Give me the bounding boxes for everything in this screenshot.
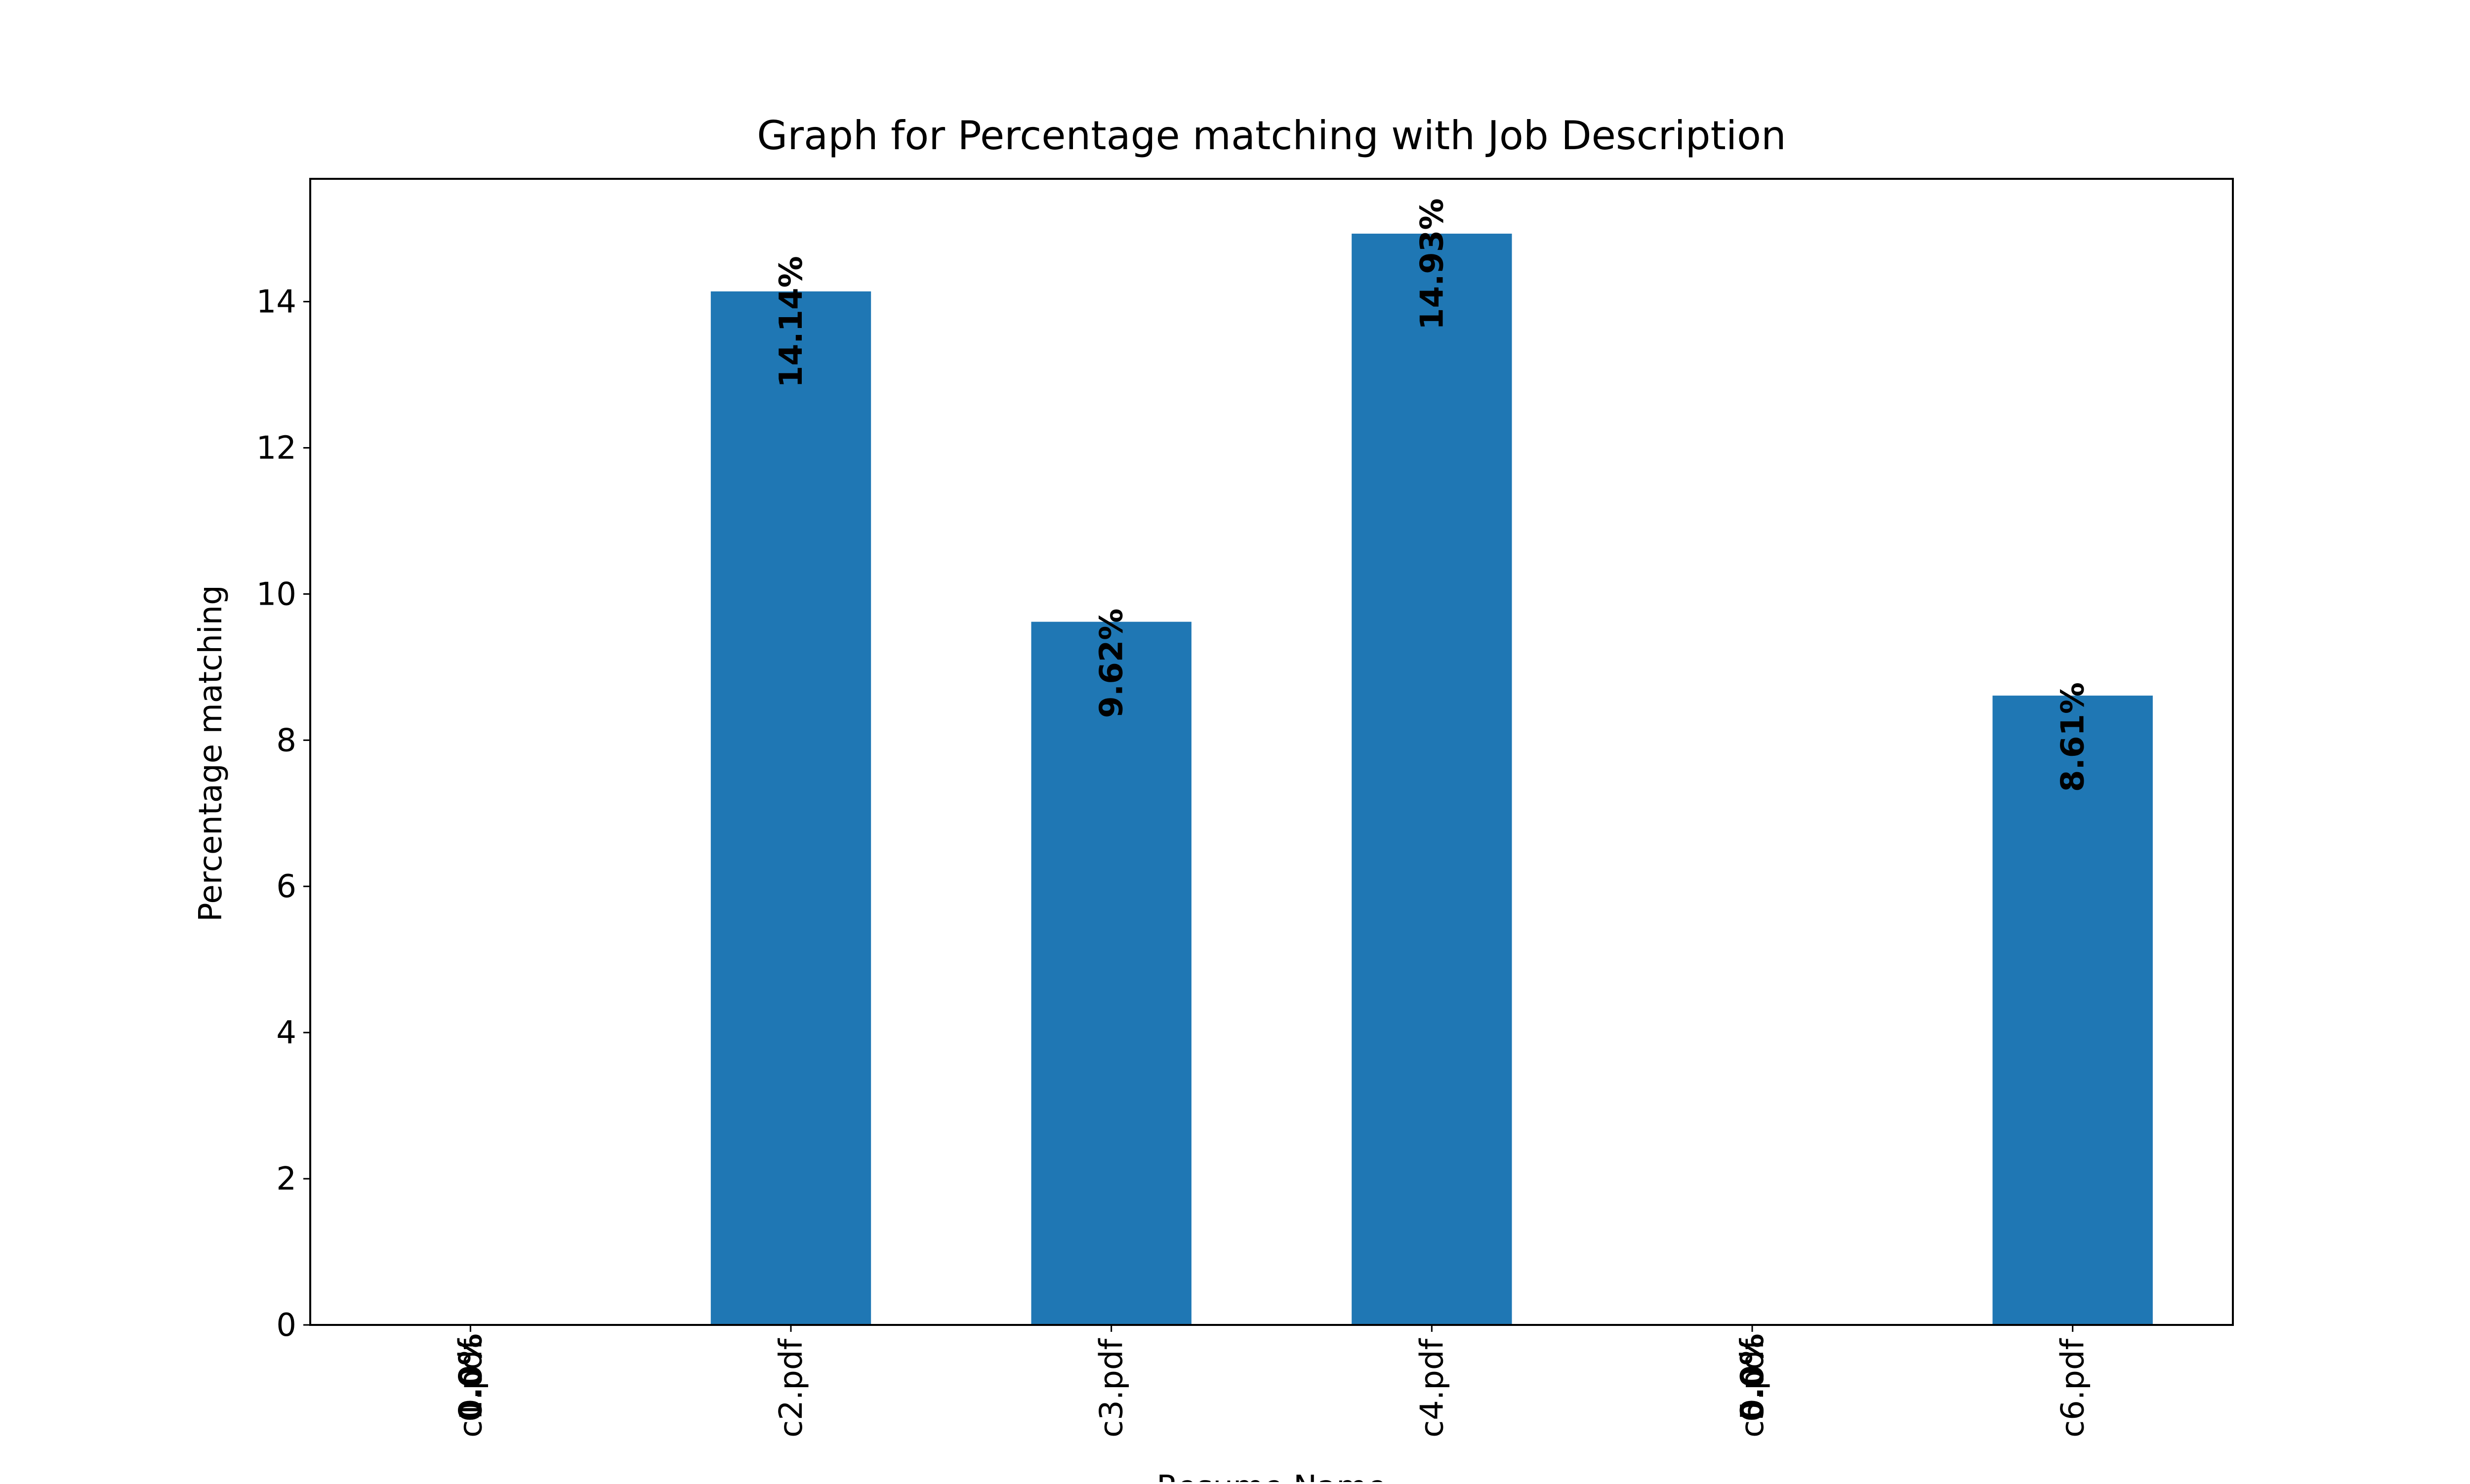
y-tick-label: 8 — [276, 722, 296, 759]
x-axis-label: Resume Name — [1156, 1469, 1387, 1482]
ticks-layer: 0 2 4 6 8 10 12 14 c1.pdf c2.pdf c3.pdf c4.pdf c5.pd… — [256, 284, 2092, 1438]
plot-frame — [309, 178, 2234, 1326]
data-label: 14.14% — [773, 256, 810, 388]
y-tick-label: 2 — [276, 1161, 296, 1197]
y-axis-label: Percentage matching — [193, 585, 229, 922]
y-tick-label: 12 — [256, 430, 296, 466]
data-labels-layer: 0.0% 14.14% 9.62% 14.93% 0.0% 8.61% — [453, 198, 2091, 1421]
data-label: 0.0% — [1734, 1334, 1771, 1422]
axes-layer — [309, 178, 2234, 1326]
bar — [1352, 233, 1512, 1325]
bar — [1992, 696, 2153, 1325]
x-tick-label: c3.pdf — [1094, 1338, 1130, 1438]
x-tick-label: c1.pdf — [453, 1338, 489, 1438]
y-tick-label: 10 — [256, 576, 296, 613]
bar — [710, 291, 871, 1325]
y-tick-label: 6 — [276, 868, 296, 905]
data-label: 0.0% — [453, 1334, 489, 1422]
data-label: 9.62% — [1094, 609, 1130, 718]
y-tick-label: 4 — [276, 1015, 296, 1051]
x-tick-label: c5.pdf — [1734, 1338, 1771, 1438]
x-tick-label: c2.pdf — [773, 1338, 810, 1438]
y-tick-label: 14 — [256, 284, 296, 321]
chart-title: Graph for Percentage matching with Job D… — [757, 113, 1786, 159]
bar — [1031, 621, 1192, 1325]
data-label: 14.93% — [1414, 198, 1450, 330]
data-label: 8.61% — [2055, 682, 2092, 792]
x-tick-label: c6.pdf — [2055, 1338, 2092, 1438]
y-tick-label: 0 — [276, 1307, 296, 1344]
bars-layer — [710, 233, 2153, 1325]
x-tick-label: c4.pdf — [1414, 1338, 1450, 1438]
